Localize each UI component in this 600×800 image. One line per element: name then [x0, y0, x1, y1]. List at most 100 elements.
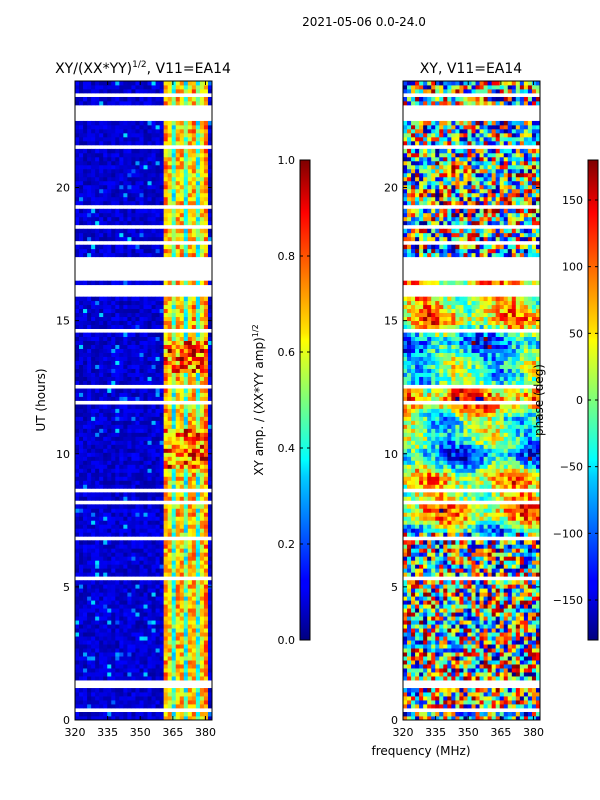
- heatmap-cell: [195, 468, 201, 473]
- heatmap-cell: [135, 216, 140, 222]
- heatmap-cell: [75, 368, 80, 373]
- heatmap-cell: [139, 440, 144, 445]
- heatmap-cell: [203, 444, 209, 449]
- heatmap-cell: [75, 588, 80, 593]
- heatmap-cell: [111, 512, 116, 517]
- heatmap-cell: [151, 356, 156, 361]
- heatmap-cell: [75, 216, 80, 222]
- heatmap-cell: [127, 572, 132, 577]
- heatmap-cell: [91, 252, 96, 258]
- heatmap-cell: [131, 404, 136, 409]
- heatmap-cell: [195, 192, 201, 198]
- heatmap-cell: [187, 668, 193, 673]
- heatmap-cell: [195, 124, 201, 130]
- heatmap-cell: [179, 544, 185, 549]
- heatmap-cell: [83, 312, 88, 318]
- heatmap-cell: [187, 588, 193, 593]
- heatmap-cell: [103, 544, 108, 549]
- heatmap-cell: [183, 572, 189, 577]
- heatmap-cell: [103, 696, 108, 701]
- heatmap-cell: [95, 520, 100, 525]
- heatmap-cell: [179, 440, 185, 445]
- heatmap-cell: [75, 464, 80, 469]
- heatmap-cell: [503, 660, 509, 665]
- heatmap-cell: [507, 704, 513, 709]
- heatmap-cell: [447, 712, 452, 717]
- heatmap-cell: [111, 212, 116, 218]
- heatmap-cell: [75, 340, 80, 345]
- heatmap-cell: [499, 716, 505, 721]
- heatmap-cell: [119, 552, 124, 557]
- heatmap-cell: [115, 440, 120, 445]
- heatmap-cell: [119, 188, 124, 194]
- heatmap-cell: [479, 716, 484, 721]
- heatmap-cell: [127, 252, 132, 258]
- heatmap-cell: [111, 296, 116, 302]
- heatmap-cell: [75, 692, 80, 697]
- heatmap-cell: [111, 668, 116, 673]
- heatmap-cell: [119, 168, 124, 174]
- heatmap-cell: [171, 196, 177, 202]
- heatmap-cell: [199, 432, 205, 437]
- heatmap-cell: [127, 640, 132, 645]
- heatmap-cell: [87, 100, 92, 106]
- heatmap-cell: [131, 324, 136, 330]
- heatmap-cell: [91, 196, 96, 202]
- heatmap-cell: [191, 332, 197, 337]
- heatmap-cell: [143, 636, 148, 641]
- heatmap-cell: [207, 444, 213, 449]
- heatmap-cell: [151, 452, 156, 457]
- heatmap-cell: [99, 632, 104, 637]
- heatmap-cell: [127, 176, 132, 182]
- heatmap-cell: [95, 460, 100, 465]
- heatmap-cell: [95, 712, 100, 717]
- heatmap-cell: [171, 700, 177, 705]
- heatmap-cell: [87, 392, 92, 397]
- heatmap-cell: [143, 524, 148, 529]
- heatmap-cell: [515, 712, 521, 717]
- heatmap-cell: [203, 404, 209, 409]
- heatmap-cell: [163, 340, 169, 345]
- heatmap-cell: [131, 476, 136, 481]
- heatmap-cell: [147, 164, 152, 170]
- heatmap-cell: [207, 360, 213, 365]
- heatmap-cell: [167, 180, 173, 186]
- heatmap-cell: [91, 404, 96, 409]
- heatmap-cell: [411, 676, 416, 681]
- heatmap-cell: [167, 560, 173, 565]
- heatmap-cell: [167, 216, 173, 222]
- heatmap-cell: [171, 200, 177, 206]
- heatmap-cell: [167, 540, 173, 545]
- heatmap-cell: [175, 452, 181, 457]
- heatmap-cell: [103, 520, 108, 525]
- heatmap-cell: [107, 452, 112, 457]
- heatmap-cell: [171, 168, 177, 174]
- heatmap-cell: [203, 304, 209, 310]
- heatmap-cell: [191, 624, 197, 629]
- heatmap-cell: [175, 604, 181, 609]
- heatmap-cell: [87, 580, 92, 585]
- heatmap-cell: [203, 692, 209, 697]
- heatmap-cell: [519, 700, 525, 705]
- heatmap-cell: [123, 388, 128, 393]
- heatmap-cell: [91, 408, 96, 413]
- heatmap-cell: [159, 460, 165, 465]
- heatmap-cell: [187, 520, 193, 525]
- heatmap-cell: [87, 548, 92, 553]
- heatmap-cell: [175, 580, 181, 585]
- heatmap-cell: [163, 424, 169, 429]
- heatmap-cell: [203, 324, 209, 330]
- heatmap-cell: [143, 432, 148, 437]
- heatmap-cell: [179, 372, 185, 377]
- heatmap-cell: [103, 596, 108, 601]
- heatmap-cell: [199, 336, 205, 341]
- heatmap-cell: [91, 84, 96, 90]
- heatmap-cell: [95, 512, 100, 517]
- heatmap-cell: [167, 436, 173, 441]
- heatmap-cell: [175, 468, 181, 473]
- heatmap-cell: [143, 376, 148, 381]
- heatmap-cell: [183, 556, 189, 561]
- heatmap-cell: [99, 432, 104, 437]
- left-y-axis-label: UT (hours): [34, 368, 48, 431]
- heatmap-cell: [103, 248, 108, 254]
